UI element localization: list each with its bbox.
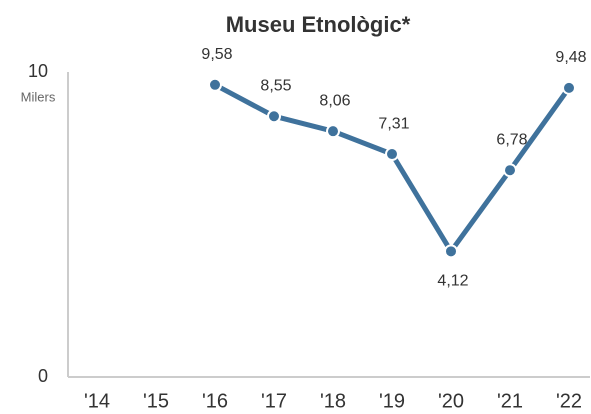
y-axis-label: Milers — [21, 89, 56, 104]
data-label: 9,48 — [555, 49, 586, 66]
data-label: 8,55 — [260, 77, 291, 94]
point — [267, 109, 281, 124]
point — [444, 244, 458, 259]
x-tick-label: '16 — [202, 390, 228, 412]
x-tick-label: '19 — [379, 390, 405, 412]
data-label: 6,78 — [496, 131, 527, 148]
point — [385, 147, 399, 162]
x-tick-label: '21 — [497, 390, 523, 412]
x-tick-label: '14 — [84, 390, 110, 412]
point — [562, 80, 576, 95]
x-tick-label: '18 — [320, 390, 346, 412]
data-label: 4,12 — [437, 273, 468, 290]
data-label: 9,58 — [201, 46, 232, 63]
y-tick-label: 0 — [38, 366, 48, 386]
y-tick-label: 10 — [28, 61, 48, 81]
x-tick-label: '17 — [261, 390, 287, 412]
x-tick-label: '22 — [556, 390, 582, 412]
x-tick-label: '20 — [438, 390, 464, 412]
point — [503, 163, 517, 178]
data-label: 7,31 — [378, 115, 409, 132]
point — [326, 124, 340, 139]
x-tick-label: '15 — [143, 390, 169, 412]
point — [208, 77, 222, 92]
chart-title: Museu Etnològic* — [226, 12, 411, 37]
data-label: 8,06 — [319, 92, 350, 109]
